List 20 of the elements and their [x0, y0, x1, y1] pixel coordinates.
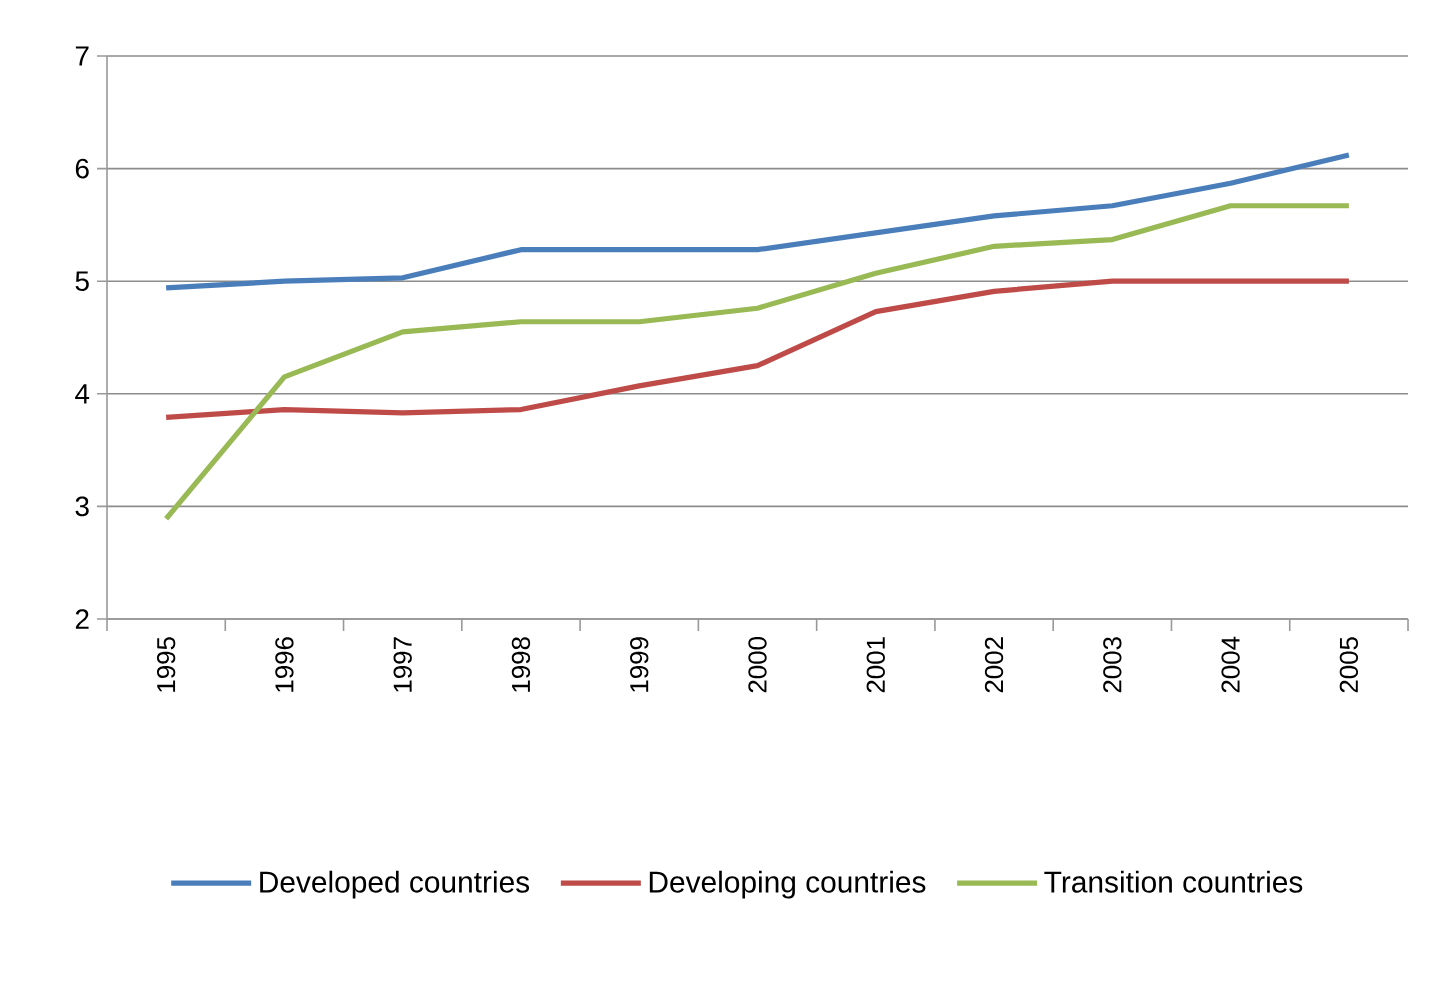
y-tick-label: 6 [75, 158, 89, 179]
legend-label: Developed countries [260, 870, 530, 899]
x-tick-label: 2004 [1221, 636, 1240, 693]
x-tick-label: 2002 [984, 637, 1004, 693]
y-tick-label: 3 [75, 496, 89, 517]
x-tick-label: 2001 [866, 637, 885, 693]
legend-label: Developing countries [649, 870, 926, 899]
x-tick-label: 2003 [1103, 637, 1122, 693]
y-tick-label: 2 [75, 609, 89, 629]
x-tick-label: 1996 [275, 637, 294, 692]
x-tick-label: 2005 [1339, 637, 1359, 693]
x-tick-label: 1998 [511, 637, 531, 692]
y-tick-label: 7 [75, 46, 89, 66]
y-tick-label: 4 [75, 384, 90, 404]
x-tick-label: 1999 [630, 637, 649, 692]
x-tick-label: 2000 [748, 637, 767, 693]
x-tick-label: 1997 [393, 637, 412, 692]
y-tick-label: 5 [75, 271, 89, 291]
legend-label: Transition countries [1044, 870, 1303, 893]
x-tick-label: 1995 [156, 637, 176, 692]
